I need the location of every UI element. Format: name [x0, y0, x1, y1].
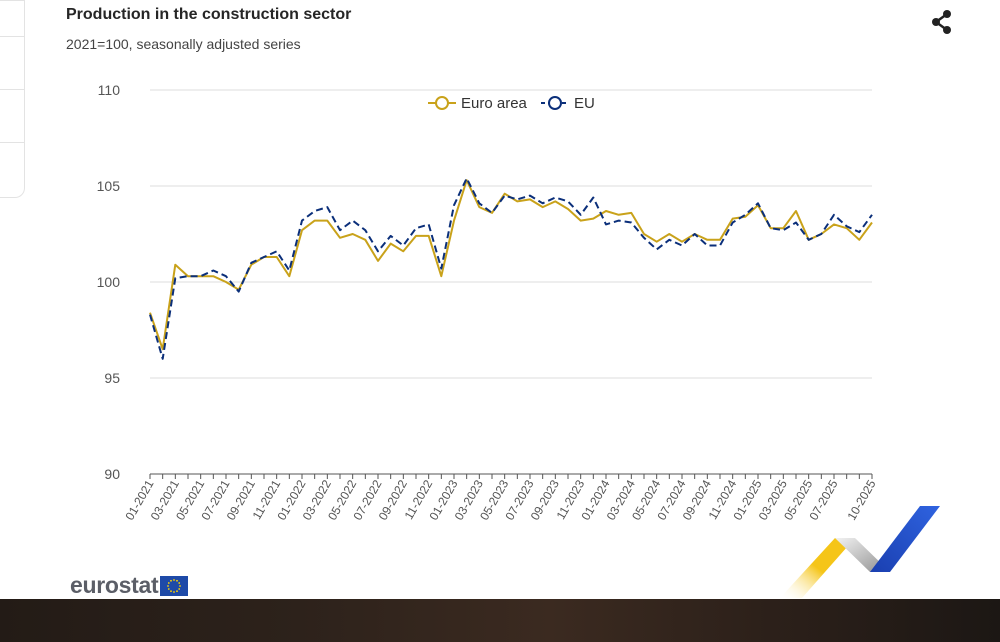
side-panel-divider: [0, 142, 24, 143]
chart-title: Production in the construction sector: [66, 6, 352, 23]
chart-subtitle: 2021=100, seasonally adjusted series: [66, 36, 301, 52]
logo-text: eurostat: [70, 572, 159, 598]
eurostat-logo: eurostat: [70, 572, 189, 599]
side-panel-divider: [0, 36, 24, 37]
series-line-euro-area: [149, 179, 873, 351]
bottom-band: [0, 599, 1000, 642]
y-tick-label: 95: [104, 370, 120, 386]
legend-marker: [548, 96, 562, 110]
legend-marker: [435, 96, 449, 110]
eu-flag-icon: [160, 575, 189, 596]
y-tick-label: 90: [104, 466, 120, 482]
y-tick-label: 100: [97, 274, 121, 290]
legend-label: EU: [574, 95, 595, 112]
legend-label: Euro area: [461, 95, 528, 112]
y-tick-label: 105: [97, 178, 121, 194]
line-chart: 909510010511001-202103-202105-202107-202…: [97, 82, 879, 523]
share-icon[interactable]: [928, 8, 956, 36]
y-tick-label: 110: [98, 82, 121, 98]
series-line-eu: [149, 177, 873, 360]
side-panel-edge: [0, 0, 25, 198]
side-panel-divider: [0, 89, 24, 90]
decorative-ribbon: [780, 506, 940, 598]
